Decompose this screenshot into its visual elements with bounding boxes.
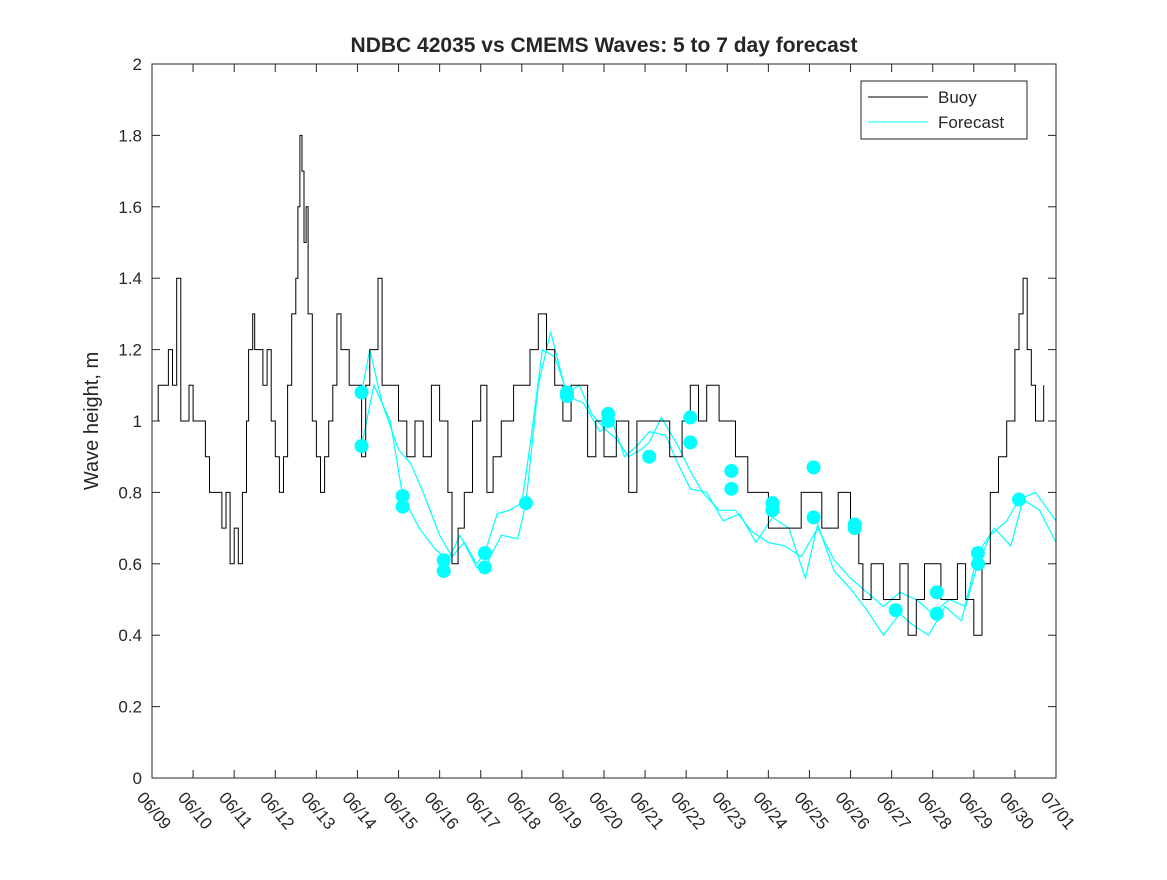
forecast-marker [1012, 492, 1027, 507]
x-tick-label: 06/09 [133, 788, 175, 833]
forecast-marker [518, 496, 533, 511]
forecast-marker [601, 414, 616, 428]
y-tick-label: 2 [133, 55, 142, 74]
x-tick-label: 06/30 [996, 788, 1038, 833]
y-tick-label: 0.4 [118, 626, 142, 645]
y-tick-label: 0.6 [118, 555, 142, 574]
x-tick-label: 06/24 [749, 788, 791, 833]
forecast-marker [683, 435, 698, 450]
y-tick-label: 1.8 [118, 126, 142, 145]
forecast-marker [642, 449, 657, 464]
x-tick-label: 06/25 [790, 788, 832, 833]
chart-title: NDBC 42035 vs CMEMS Waves: 5 to 7 day fo… [351, 34, 858, 57]
x-tick-label: 06/23 [708, 788, 750, 833]
buoy-line-group [152, 134, 1045, 636]
y-axis: 0 0.2 0.4 0.6 0.8 1 1.2 1.4 1.6 1.8 2 [118, 55, 1056, 788]
forecast-marker [354, 385, 369, 400]
forecast-marker [724, 463, 739, 478]
y-tick-label: 1 [133, 412, 142, 431]
x-tick-label: 06/14 [338, 788, 380, 833]
forecast-marker [806, 460, 821, 475]
forecast-lines-group [361, 331, 1057, 637]
y-tick-label: 1.4 [118, 269, 142, 288]
forecast-markers-group [354, 385, 1027, 621]
x-tick-label: 06/17 [462, 788, 504, 833]
x-tick-label: 06/27 [873, 788, 915, 833]
x-tick-label: 06/11 [215, 788, 256, 832]
forecast-marker [724, 481, 739, 496]
forecast-series-line-2 [361, 331, 1057, 637]
forecast-marker [477, 546, 492, 561]
forecast-marker [395, 499, 410, 514]
y-tick-label: 0.2 [118, 698, 142, 717]
x-tick-label: 06/18 [503, 788, 545, 833]
x-tick-label: 06/21 [626, 788, 668, 833]
forecast-marker [765, 503, 780, 518]
forecast-marker [929, 606, 944, 621]
x-tick-label: 06/26 [831, 788, 873, 833]
forecast-marker [354, 438, 369, 453]
forecast-marker [683, 410, 698, 425]
x-tick-label: 06/15 [379, 788, 421, 833]
y-tick-label: 1.6 [118, 198, 142, 217]
x-tick-label: 06/16 [421, 788, 463, 833]
x-tick-label: 06/13 [297, 788, 339, 833]
forecast-marker [436, 563, 451, 578]
buoy-series-line [152, 134, 1045, 636]
x-tick-label: 06/10 [174, 788, 216, 833]
legend-buoy-label: Buoy [938, 88, 977, 107]
x-tick-label: 06/29 [955, 788, 997, 833]
y-axis-label: Wave height, m [81, 352, 103, 490]
x-tick-label: 06/19 [544, 788, 586, 833]
y-tick-label: 1.2 [118, 341, 142, 360]
forecast-marker [847, 521, 862, 536]
forecast-marker [970, 556, 985, 571]
x-tick-label: 07/01 [1037, 788, 1079, 833]
forecast-series-line-1 [361, 348, 1057, 615]
x-tick-label: 06/12 [256, 788, 298, 833]
forecast-marker [888, 603, 903, 618]
x-tick-label: 06/28 [914, 788, 956, 833]
legend-forecast-label: Forecast [938, 113, 1004, 132]
legend: Buoy Forecast [860, 80, 1028, 140]
forecast-marker [560, 389, 575, 404]
y-tick-label: 0.8 [118, 483, 142, 502]
x-tick-label: 06/20 [585, 788, 627, 833]
x-tick-label: 06/22 [667, 788, 709, 833]
forecast-marker [929, 585, 944, 600]
y-tick-label: 0 [133, 769, 142, 788]
legend-box [860, 80, 1028, 140]
forecast-marker [477, 560, 492, 575]
forecast-marker [806, 510, 821, 525]
